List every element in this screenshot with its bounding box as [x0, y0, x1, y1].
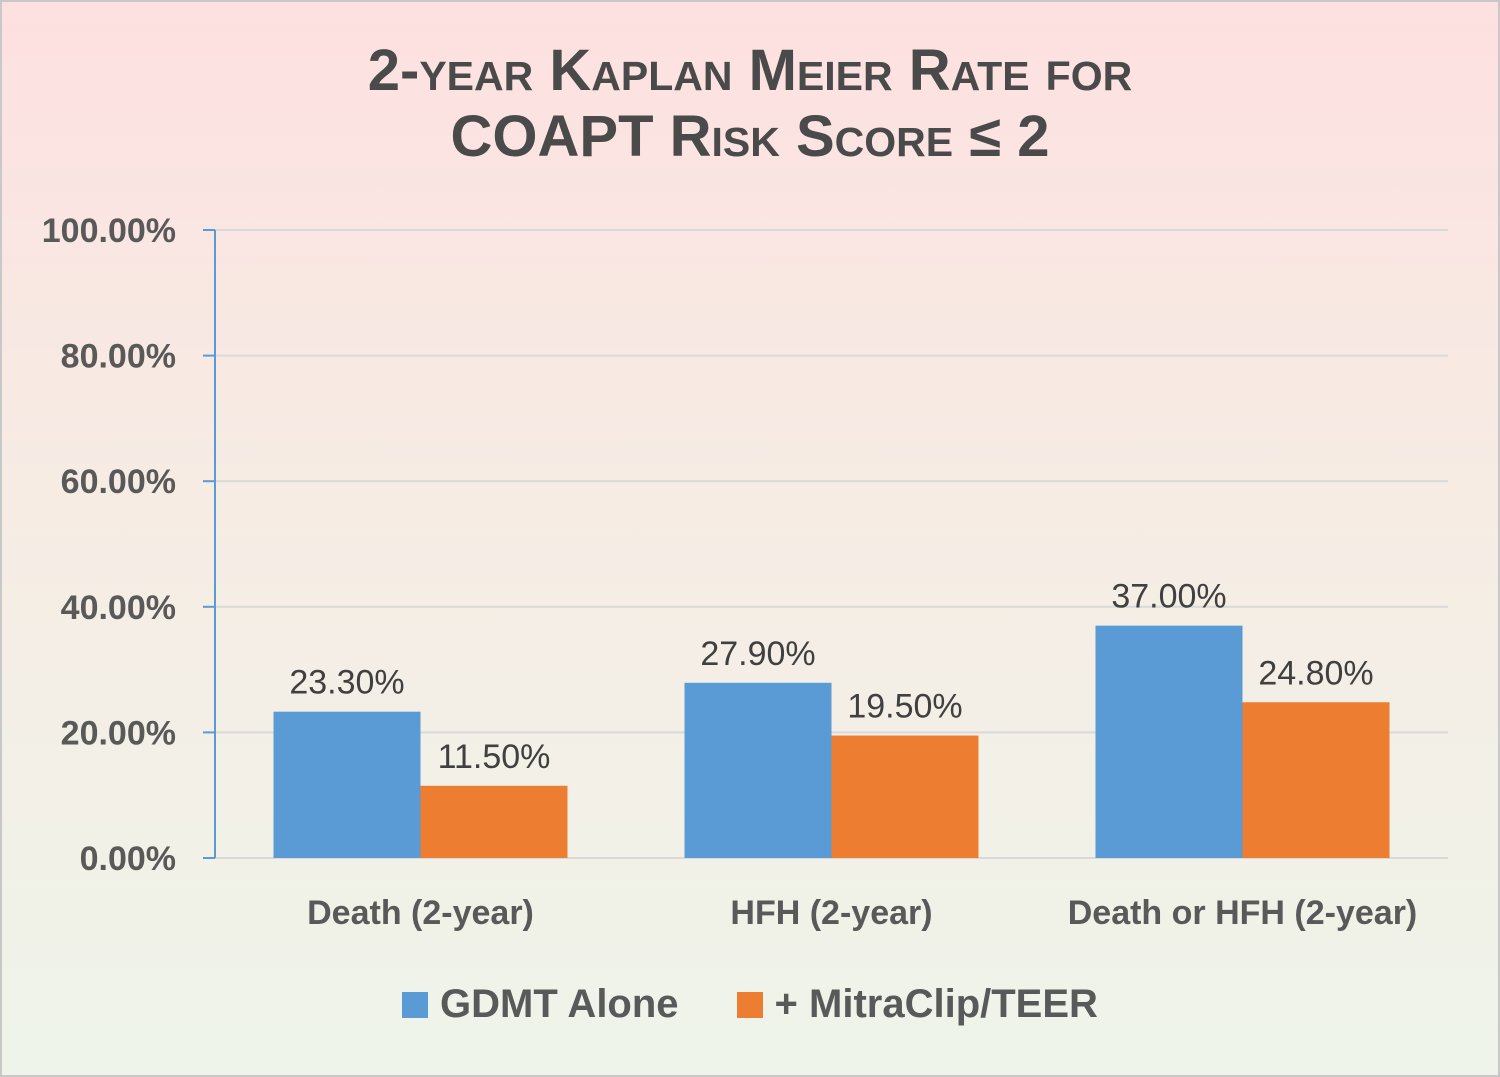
x-category-label: HFH (2-year): [730, 894, 932, 932]
x-category-label: Death (2-year): [307, 894, 534, 932]
y-tick-label: 40.00%: [61, 589, 176, 627]
legend-label-mitraclip: + MitraClip/TEER: [775, 982, 1098, 1027]
bar-gdmt: [1096, 626, 1243, 858]
legend-label-gdmt: GDMT Alone: [440, 982, 679, 1027]
y-tick-label: 100.00%: [42, 212, 176, 250]
data-label: 24.80%: [1258, 654, 1373, 692]
data-label: 27.90%: [700, 635, 815, 673]
data-label: 23.30%: [289, 664, 404, 702]
y-tick-label: 60.00%: [61, 463, 176, 501]
legend-swatch-mitraclip: [737, 992, 763, 1018]
y-tick-label: 20.00%: [61, 714, 176, 752]
bar-gdmt: [685, 683, 832, 858]
legend-item-gdmt: GDMT Alone: [402, 982, 679, 1027]
x-category-label: Death or HFH (2-year): [1068, 894, 1418, 932]
data-label: 11.50%: [438, 738, 551, 776]
legend: GDMT Alone + MitraClip/TEER: [0, 982, 1500, 1027]
data-label: 37.00%: [1111, 578, 1226, 616]
bar-mitraclip: [421, 786, 568, 858]
legend-item-mitraclip: + MitraClip/TEER: [737, 982, 1098, 1027]
y-tick-label: 0.00%: [80, 840, 176, 878]
bar-mitraclip: [832, 736, 979, 858]
bar-mitraclip: [1243, 702, 1390, 858]
y-axis: 0.00% 20.00% 40.00% 60.00% 80.00% 100.00%: [42, 212, 215, 878]
y-tick-label: 80.00%: [61, 338, 176, 376]
bar-gdmt: [274, 712, 421, 858]
data-label: 19.50%: [847, 688, 962, 726]
legend-swatch-gdmt: [402, 992, 428, 1018]
